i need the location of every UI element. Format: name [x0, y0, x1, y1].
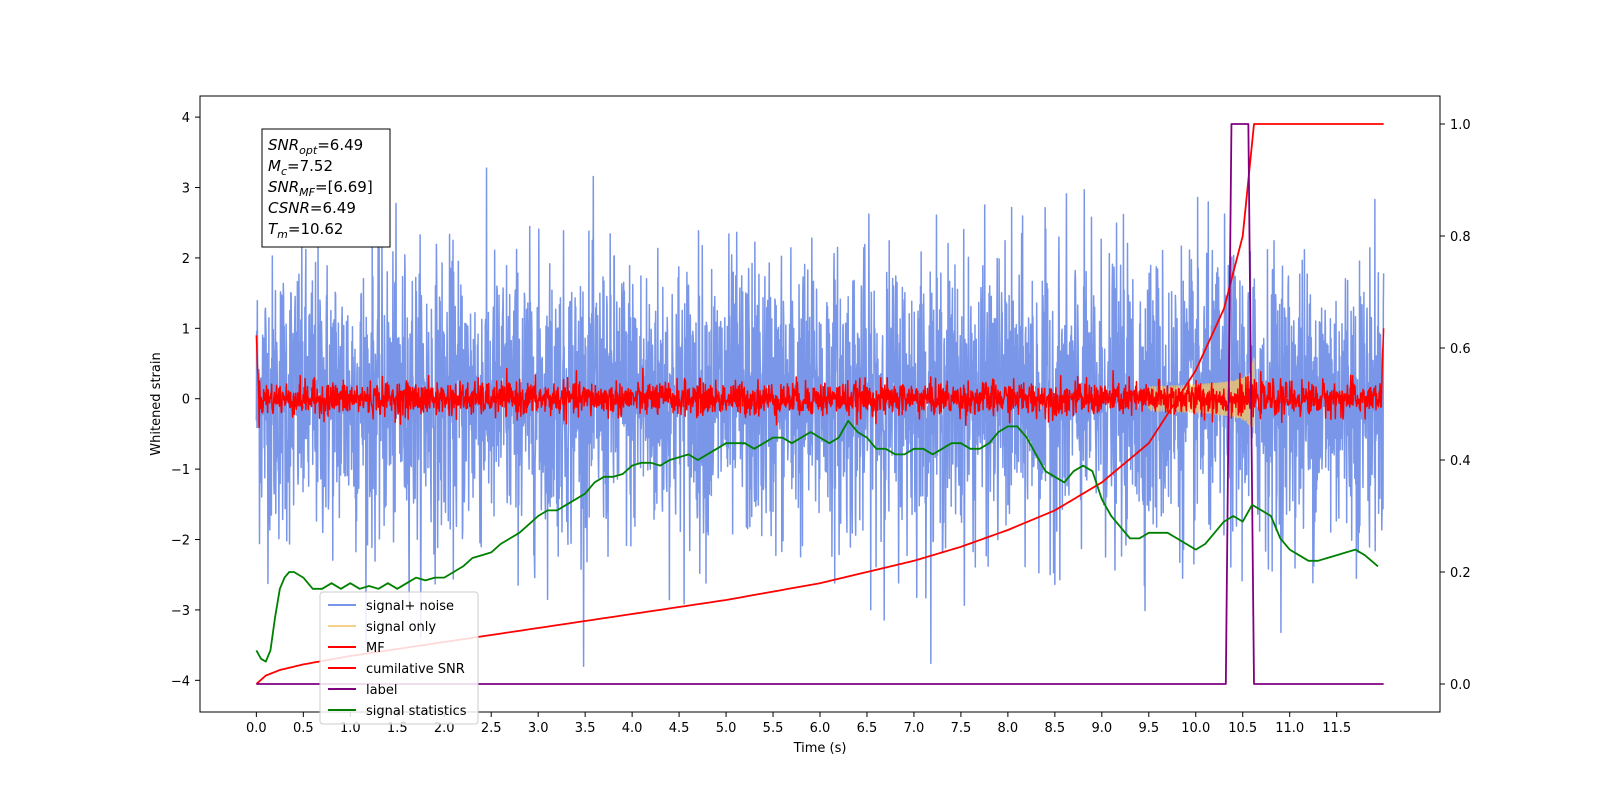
- x-axis: 0.0 0.5 1.0 1.5 2.0 2.5 3.0 3.5 4.0 4.5 5.0 5.5 6.0 6…: [246, 712, 1351, 736]
- y2-tick-label: 0.6: [1450, 342, 1471, 357]
- series-signal-statistics: [255, 419, 1379, 663]
- y-tick-label: −2: [171, 534, 190, 549]
- y2-tick-label: 1.0: [1450, 118, 1471, 133]
- annotation-value: =[6.69]: [315, 178, 373, 196]
- y-tick-label: 1: [182, 322, 190, 337]
- legend-label: signal statistics: [366, 704, 467, 719]
- y2-tick-label: 0.8: [1450, 230, 1471, 245]
- x-tick-label: 4.5: [669, 721, 690, 736]
- metrics-annotation-box: SNRopt=6.49Mc=7.52SNRMF=[6.69]CSNR=6.49T…: [261, 128, 391, 248]
- y2-tick-label: 0.2: [1450, 566, 1471, 581]
- annotation-line: Mc=7.52: [268, 157, 333, 178]
- annotation-line: SNRMF=[6.69]: [268, 178, 373, 199]
- x-tick-label: 2.0: [434, 721, 455, 736]
- y-axis-right: 0.0 0.2 0.4 0.6 0.8 1.0: [1440, 118, 1471, 693]
- x-tick-label: 0.0: [246, 721, 267, 736]
- y-tick-label: 3: [182, 182, 190, 197]
- legend-frame: [319, 591, 479, 725]
- x-tick-label: 3.0: [528, 721, 549, 736]
- annotation-symbol: SNR: [268, 178, 299, 196]
- x-tick-label: 0.5: [293, 721, 314, 736]
- x-axis-label: Time (s): [793, 741, 847, 756]
- annotation-line: Tm=10.62: [268, 220, 343, 241]
- legend: signal+ noise signal only MF cumilative SNR…: [319, 591, 479, 725]
- x-tick-label: 6.0: [810, 721, 831, 736]
- x-tick-label: 10.0: [1181, 721, 1210, 736]
- x-tick-label: 6.5: [857, 721, 878, 736]
- y-tick-label: 0: [182, 393, 190, 408]
- annotation-subscript: opt: [299, 144, 318, 157]
- annotation-frame: [261, 128, 391, 248]
- x-tick-label: 5.5: [763, 721, 784, 736]
- y-tick-label: −1: [171, 463, 190, 478]
- y-tick-label: −3: [171, 604, 190, 619]
- y-axis-left: −4 −3 −2 −1 0 1 2 3 4: [171, 111, 200, 689]
- annotation-line: CSNR=6.49: [268, 199, 356, 217]
- legend-label: label: [366, 683, 397, 698]
- legend-label: MF: [366, 641, 385, 656]
- y-tick-label: 2: [182, 252, 190, 267]
- x-tick-label: 11.5: [1322, 721, 1351, 736]
- y2-tick-label: 0.4: [1450, 454, 1471, 469]
- x-tick-label: 8.5: [1045, 721, 1066, 736]
- annotation-value: =6.49: [317, 136, 363, 154]
- annotation-symbol: SNR: [268, 136, 299, 154]
- x-tick-label: 7.0: [904, 721, 925, 736]
- annotation-subscript: c: [281, 165, 287, 178]
- x-tick-label: 2.5: [481, 721, 502, 736]
- y-tick-label: −4: [171, 674, 190, 689]
- annotation-subscript: m: [277, 228, 288, 241]
- annotation-value: =6.49: [310, 199, 356, 217]
- x-tick-label: 9.0: [1091, 721, 1112, 736]
- x-tick-label: 10.5: [1228, 721, 1257, 736]
- legend-label: cumilative SNR: [366, 662, 465, 677]
- series-mf: [255, 328, 1385, 429]
- legend-label: signal+ noise: [366, 599, 454, 614]
- annotation-value: =7.52: [287, 157, 333, 175]
- y-axis-label: Whitened strain: [149, 352, 164, 455]
- y-tick-label: 4: [182, 111, 190, 126]
- x-tick-label: 3.5: [575, 721, 596, 736]
- x-tick-label: 7.5: [951, 721, 972, 736]
- y2-tick-label: 0.0: [1450, 678, 1471, 693]
- series-label: [256, 123, 1384, 685]
- x-tick-label: 1.0: [340, 721, 361, 736]
- x-tick-label: 8.0: [998, 721, 1019, 736]
- x-tick-label: 9.5: [1138, 721, 1159, 736]
- x-tick-label: 11.0: [1275, 721, 1304, 736]
- annotation-subscript: MF: [299, 186, 315, 199]
- annotation-symbol: T: [268, 220, 279, 238]
- x-tick-label: 1.5: [387, 721, 408, 736]
- x-tick-label: 5.0: [716, 721, 737, 736]
- annotation-symbol: CSNR: [268, 199, 310, 217]
- annotation-line: SNRopt=6.49: [268, 136, 363, 157]
- annotation-value: =10.62: [288, 220, 344, 238]
- x-tick-label: 4.0: [622, 721, 643, 736]
- legend-label: signal only: [366, 620, 436, 635]
- series-signal-noise: [255, 167, 1385, 667]
- annotation-symbol: M: [268, 157, 281, 175]
